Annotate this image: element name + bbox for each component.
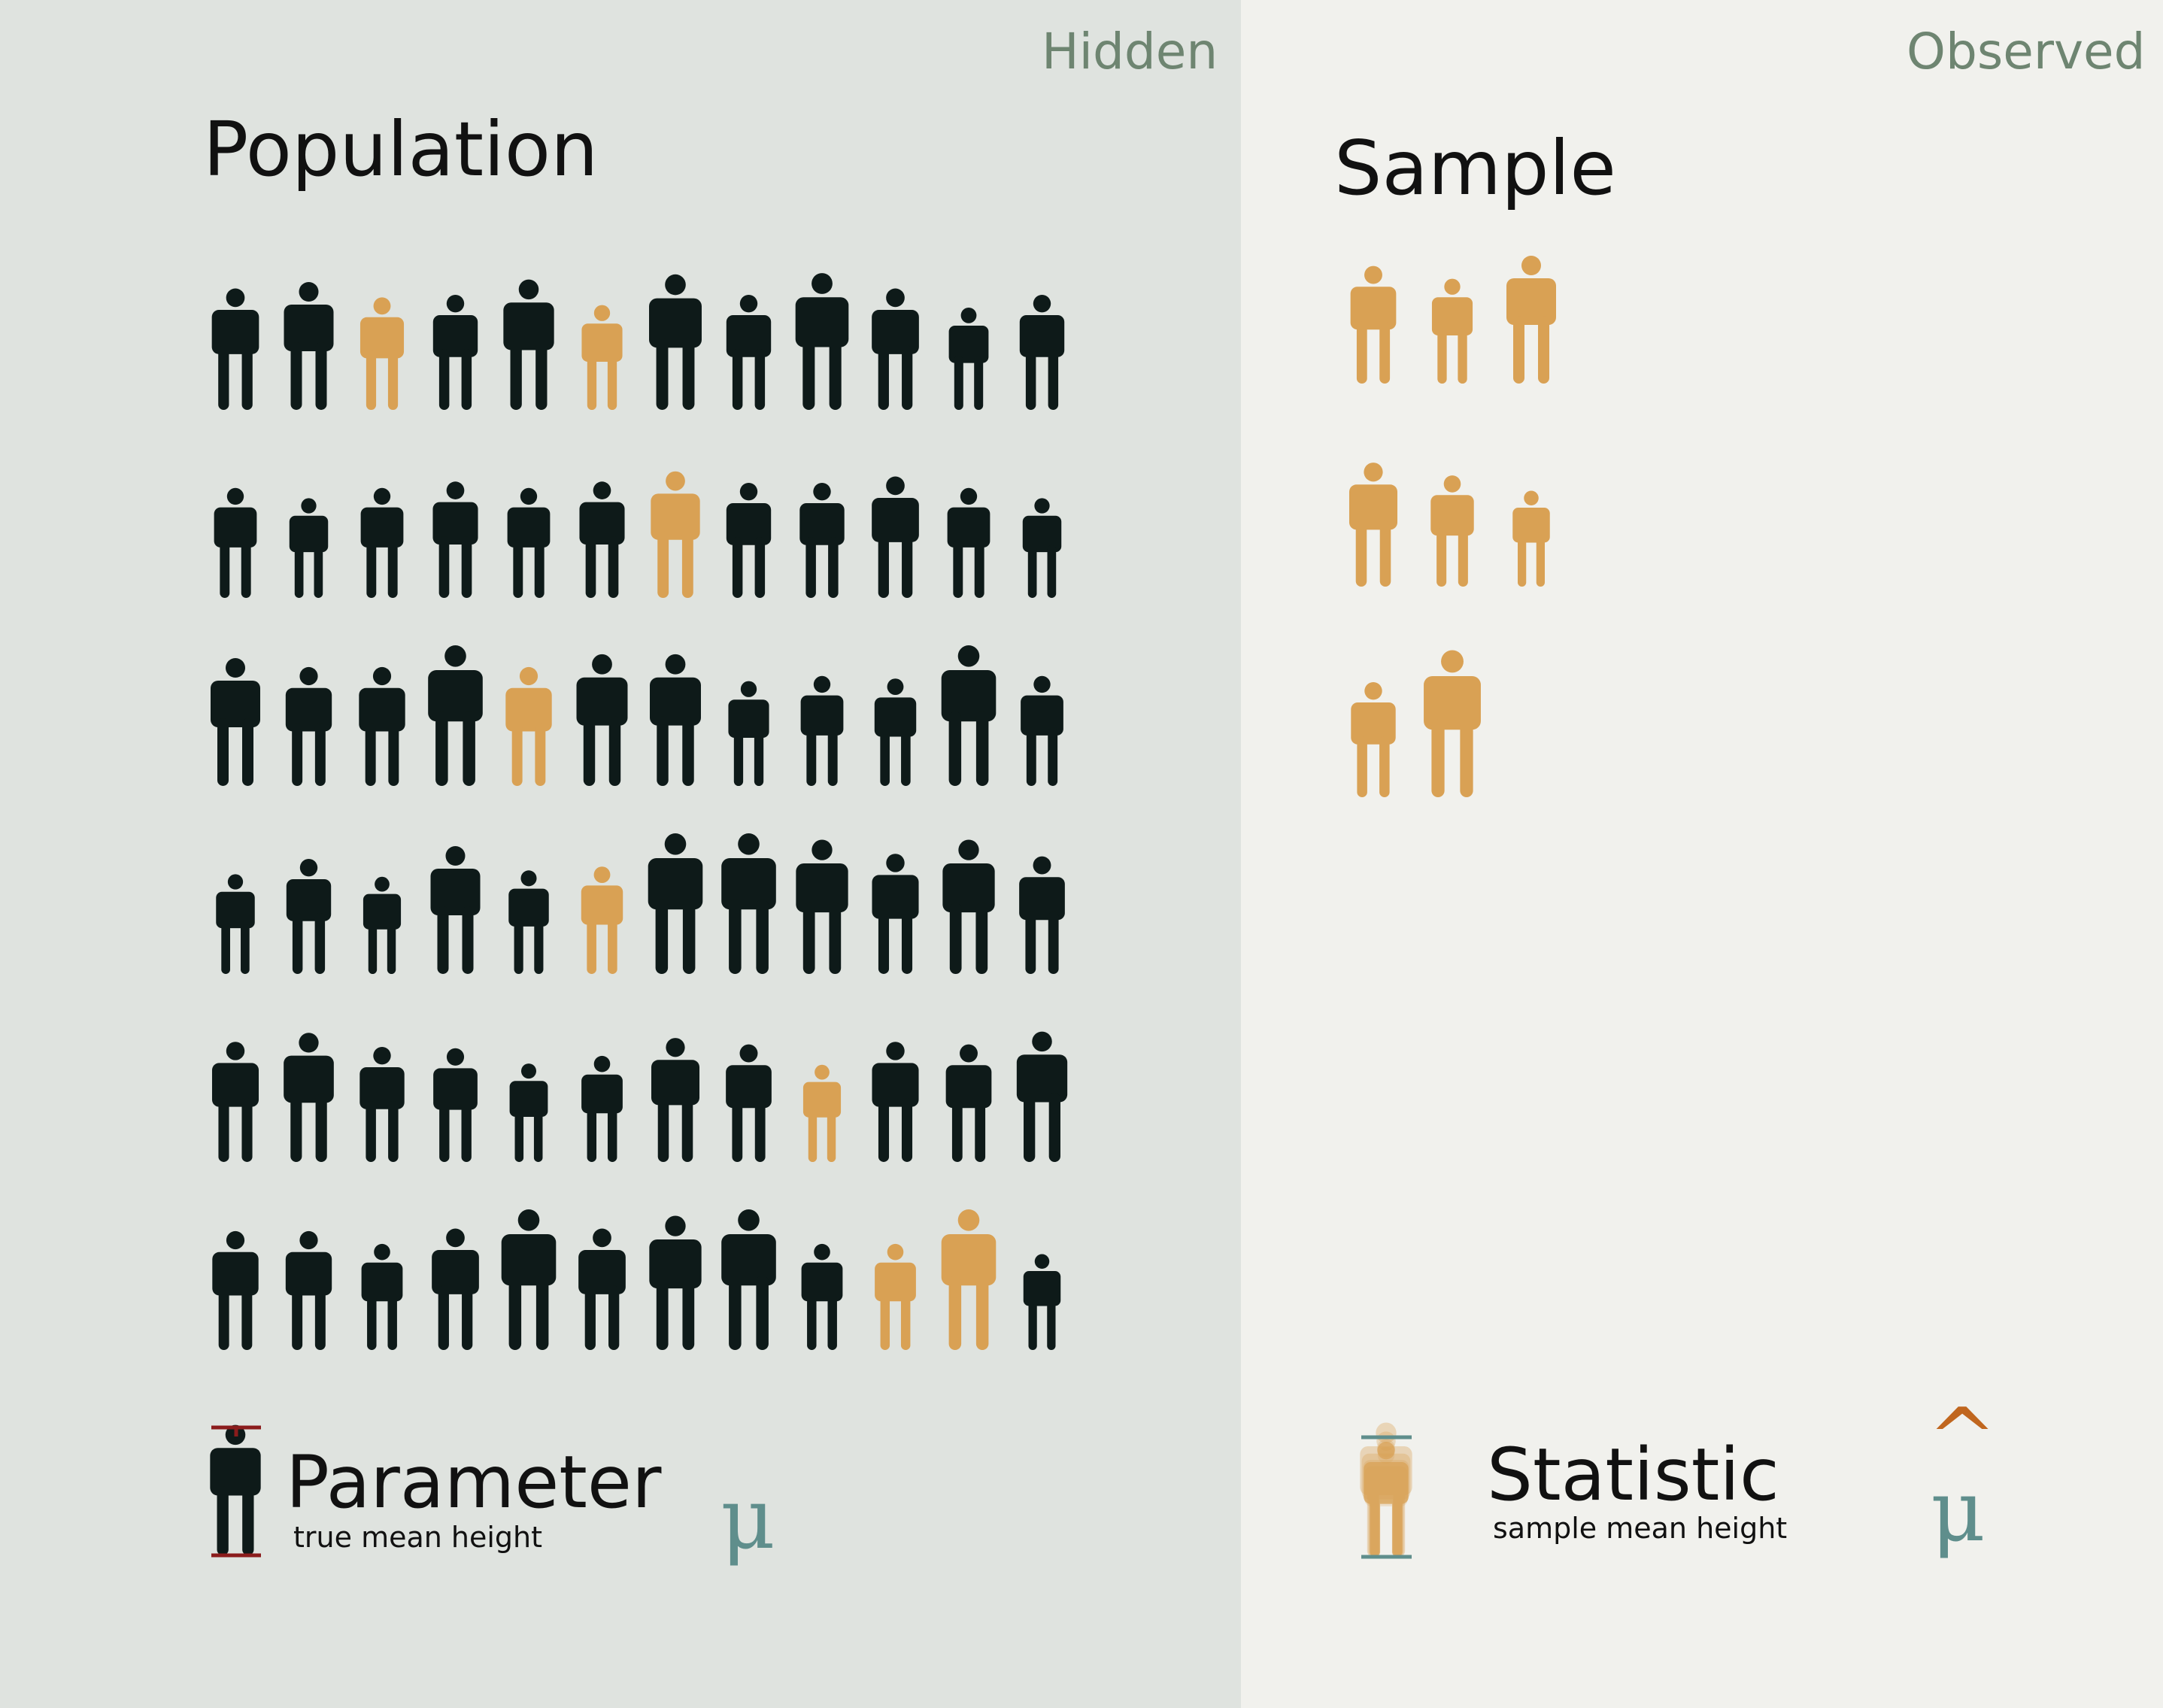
person-icon [507,487,551,598]
person-icon [872,1042,919,1162]
person-icon [430,846,481,974]
sample-person-icon [1351,682,1396,797]
person-icon [726,1044,772,1162]
statistic-caption: sample mean height [1493,1512,1788,1545]
sample-person-icon [1512,490,1550,587]
person-icon [432,295,478,410]
person-icon [1023,1254,1061,1350]
parameter-person-icon [210,1424,261,1555]
sampled-person-icon [359,297,405,410]
sampled-person-icon [581,305,623,410]
person-icon [721,833,776,974]
person-icon [948,308,989,410]
person-icon [1022,498,1062,598]
sampled-person-icon [651,471,700,598]
person-icon [800,675,844,786]
person-icon [212,1230,259,1350]
person-icon [649,274,702,410]
person-icon [433,1048,478,1162]
person-icon [211,1042,259,1162]
person-icon [432,481,478,598]
person-icon [721,1209,776,1350]
person-icon [799,483,845,598]
person-icon [576,654,628,786]
person-icon [359,1047,405,1162]
sample-person-icon [1350,265,1397,384]
person-icon [361,1243,403,1350]
person-icon [211,658,260,786]
person-icon [872,854,919,974]
sample-person-icon [1431,278,1473,384]
sampled-person-icon [802,1064,842,1162]
person-icon [509,1063,548,1162]
parameter-label: Parameter [286,1440,662,1524]
person-icon [941,645,997,786]
statistic-label: Statistic [1487,1433,1779,1517]
person-icon [1016,1031,1068,1162]
person-icon [728,681,769,786]
person-icon [651,1038,700,1162]
person-icon [359,666,405,786]
person-icon [360,487,404,598]
person-icon [1019,856,1065,974]
person-icon [285,666,332,786]
person-icon [508,870,549,974]
sample-person-icon [1424,650,1481,797]
person-icon [726,483,772,598]
person-icon [650,654,701,786]
person-icon [503,279,554,410]
person-icon [428,645,483,786]
person-icon [581,1055,623,1162]
hat-accent: ^ [1928,1390,1998,1486]
person-icon [947,487,990,598]
person-icon [501,1209,557,1350]
sample-person-icon [1348,463,1398,587]
sample-panel: Observed Sample [1241,0,2163,1708]
sampled-person-icon [875,1243,916,1350]
person-icon [726,295,772,410]
person-icon [216,874,255,974]
person-icon [214,487,257,598]
person-icon [579,481,625,598]
hidden-tag: Hidden [1042,23,1218,80]
person-icon [801,1243,843,1350]
person-icon [432,1228,479,1350]
sample-person-icon [1506,256,1556,384]
person-icon [578,1228,626,1350]
sampled-person-icon [941,1209,997,1350]
sample-title: Sample [1334,124,1616,212]
sampled-person-icon [581,866,623,974]
person-icon [211,288,259,410]
person-icon [648,833,703,974]
person-icon [363,876,402,974]
person-icon [285,1230,332,1350]
person-icon [286,859,332,974]
person-icon [874,678,917,786]
mu-hat-symbol: μ [1931,1463,1986,1561]
parameter-caption: true mean height [293,1521,543,1554]
population-title: Population [203,105,599,193]
observed-tag: Observed [1907,23,2146,80]
person-icon [649,1215,702,1350]
person-icon [942,839,995,974]
population-panel: Hidden Population [0,0,1241,1708]
person-icon [1019,295,1065,410]
person-icon [1021,675,1063,786]
person-icon [872,476,919,598]
person-icon [289,498,329,598]
person-icon [796,839,848,974]
person-icon [284,282,334,410]
person-icon [872,288,919,410]
person-icon [795,273,849,410]
mu-symbol: μ [720,1470,775,1568]
sample-person-icon [1430,475,1474,587]
person-icon [284,1033,334,1162]
person-icon [945,1044,992,1162]
statistic-person-icon [1364,1442,1409,1557]
sampled-person-icon [505,666,552,786]
